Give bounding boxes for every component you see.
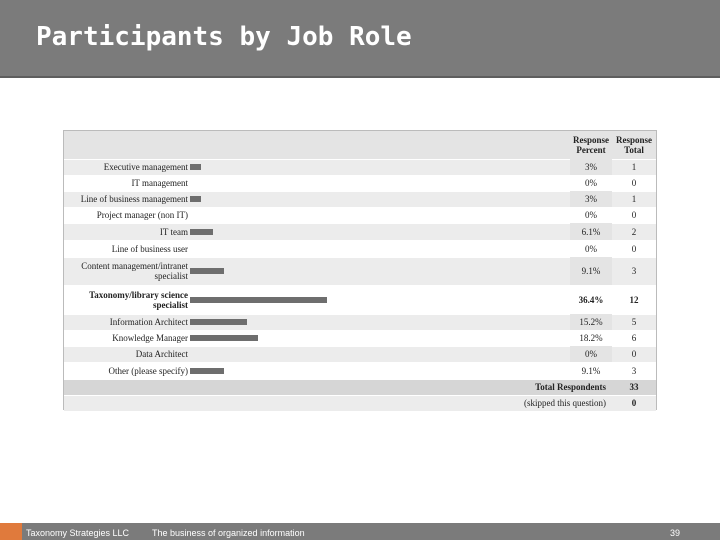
footer-company: Taxonomy Strategies LLC (26, 528, 130, 538)
footer-logo (0, 523, 22, 540)
column-header: Response Percent (572, 135, 609, 155)
percent-cell: 9.1% (570, 362, 612, 379)
percent-cell: 18.2% (570, 330, 612, 346)
row-label: IT team (159, 226, 188, 237)
percent-bar (190, 196, 202, 202)
table-row (64, 240, 656, 257)
footer-tagline: The business of organized information (152, 528, 305, 538)
summary-label: Total Respondents (535, 382, 606, 392)
percent-bar (190, 164, 202, 170)
total-cell: 0 (631, 210, 637, 220)
header-row (64, 131, 656, 159)
table-row (64, 175, 656, 191)
row-label: Content management/intranet specialist (81, 261, 188, 281)
row-label: IT management (131, 178, 188, 188)
total-cell: 5 (631, 317, 637, 327)
percent-bar (190, 228, 213, 235)
column-header: Response Total (615, 135, 652, 155)
total-cell: 1 (631, 162, 637, 172)
table-row (64, 257, 656, 285)
row-label: Other (please specify) (108, 365, 188, 376)
total-cell: 3 (631, 365, 637, 376)
percent-cell: 0% (570, 175, 612, 191)
percent-bar (190, 335, 259, 341)
percent-cell: 15.2% (570, 314, 612, 330)
table-row (64, 223, 656, 240)
row-label: Executive management (103, 162, 188, 172)
total-cell: 3 (631, 266, 637, 276)
percent-cell: 3% (570, 159, 612, 175)
title: Participants by Job Role (36, 22, 412, 52)
table-row (64, 346, 656, 362)
table-row (64, 191, 656, 207)
row-label: Knowledge Manager (112, 333, 188, 343)
table-row (64, 207, 656, 223)
total-cell: 0 (631, 178, 637, 188)
percent-bar (190, 296, 327, 303)
header-bar: Participants by Job Role (0, 0, 720, 78)
total-cell: 6 (631, 333, 637, 343)
percent-cell: 0% (570, 207, 612, 223)
table-row (64, 330, 656, 346)
summary-row (64, 395, 656, 411)
table-row (64, 285, 656, 314)
row-label: Line of business management (80, 194, 188, 204)
total-cell: 0 (631, 349, 637, 359)
percent-cell: 3% (570, 191, 612, 207)
percent-cell: 0% (570, 346, 612, 362)
table-row (64, 362, 656, 379)
total-cell: 1 (631, 194, 637, 204)
row-label: Line of business user (111, 243, 188, 254)
summary-total: 33 (629, 382, 639, 392)
percent-bar (190, 367, 225, 374)
percent-bar (190, 319, 248, 325)
row-label: Taxonomy/library science specialist (89, 289, 188, 310)
percent-cell: 0% (570, 240, 612, 257)
row-label: Project manager (non IT) (96, 210, 188, 220)
table-row (64, 314, 656, 330)
total-cell: 2 (631, 226, 637, 237)
footer-bar (0, 523, 720, 540)
row-label: Data Architect (135, 349, 188, 359)
total-cell: 12 (629, 294, 639, 305)
percent-cell: 6.1% (570, 223, 612, 240)
table-row (64, 159, 656, 175)
summary-total: 0 (631, 398, 637, 408)
results-table: Response Percent Response Total Executive … (63, 130, 657, 411)
percent-cell: 36.4% (570, 285, 612, 314)
percent-cell: 9.1% (570, 257, 612, 285)
summary-row (64, 379, 656, 395)
page-number: 39 (670, 528, 681, 538)
row-label: Information Architect (109, 317, 188, 327)
total-cell: 0 (631, 243, 637, 254)
percent-bar (190, 268, 225, 274)
summary-label: (skipped this question) (524, 398, 606, 408)
